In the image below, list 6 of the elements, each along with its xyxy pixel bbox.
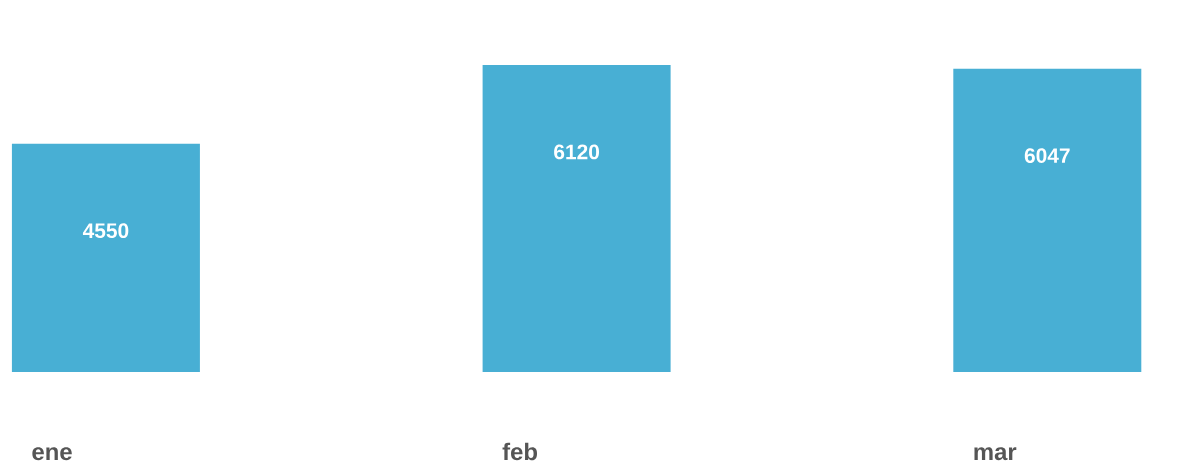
x-tick-label: ene xyxy=(32,447,72,461)
data-label: 6047 xyxy=(1024,148,1070,163)
data-label: 6120 xyxy=(554,144,600,160)
x-tick-label: feb xyxy=(502,442,538,461)
x-tick-label: mar xyxy=(974,447,1017,461)
data-label: 4550 xyxy=(82,223,129,239)
